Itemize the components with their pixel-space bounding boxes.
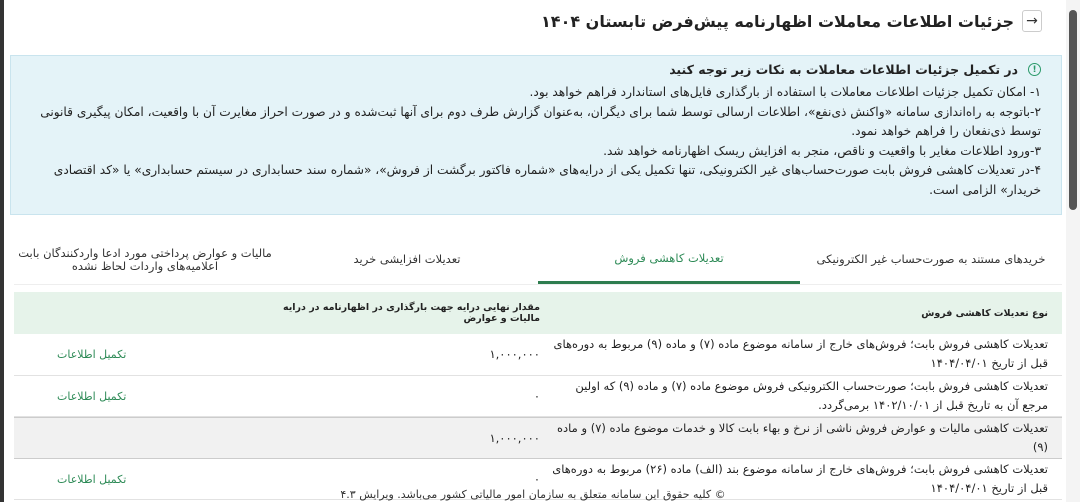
back-button[interactable]: → bbox=[1022, 10, 1042, 32]
info-icon: ! bbox=[1028, 63, 1041, 76]
scrollbar[interactable] bbox=[1066, 0, 1080, 502]
info-notice: ! در تکمیل جزئیات اطلاعات معاملات به نکات… bbox=[10, 55, 1062, 215]
tab-purchase-increase-adjustments[interactable]: تعدیلات افزایشی خرید bbox=[353, 252, 461, 266]
row-type: تعدیلات کاهشی مالیات و عوارض فروش ناشی ا… bbox=[557, 420, 1048, 454]
complete-info-link[interactable]: تکمیل اطلاعات bbox=[57, 389, 127, 403]
complete-info-link[interactable]: تکمیل اطلاعات bbox=[57, 472, 127, 486]
table-row: تعدیلات کاهشی فروش بابت؛ فروش‌های خارج ا… bbox=[14, 459, 1062, 500]
page-title: جزئیات اطلاعات معاملات اظهارنامه پیش‌فرض… bbox=[541, 11, 1014, 31]
adjustments-table: نوع تعدیلات کاهشی فروش مقدار نهایی درایه… bbox=[14, 292, 1062, 500]
row-type: تعدیلات کاهشی فروش بابت؛ فروش‌های خارج ا… bbox=[553, 337, 1048, 371]
window-edge bbox=[0, 0, 4, 502]
column-header-type: نوع تعدیلات کاهشی فروش bbox=[921, 307, 1048, 319]
info-line: ۱- امکان تکمیل جزئیات اطلاعات معاملات با… bbox=[529, 85, 1041, 99]
tab-bar: خریدهای مستند به صورت‌حساب غیر الکترونیک… bbox=[14, 235, 1062, 285]
table-row: تعدیلات کاهشی فروش بابت؛ فروش‌های خارج ا… bbox=[14, 334, 1062, 376]
info-line: ۳-ورود اطلاعات مغایر با واقعیت و ناقص، م… bbox=[603, 143, 1041, 158]
arrow-right-icon: → bbox=[1026, 13, 1038, 29]
column-header-value: مقدار نهایی درایه جهت بارگذاری در اظهارن… bbox=[282, 302, 540, 324]
table-row: تعدیلات کاهشی فروش بابت؛ صورت‌حساب الکتر… bbox=[14, 376, 1062, 417]
row-value: ۰ bbox=[533, 471, 540, 486]
page-header: → جزئیات اطلاعات معاملات اظهارنامه پیش‌ف… bbox=[541, 10, 1042, 32]
row-value: ۱,۰۰۰,۰۰۰ bbox=[489, 430, 540, 445]
complete-info-link[interactable]: تکمیل اطلاعات bbox=[57, 348, 127, 362]
info-heading: در تکمیل جزئیات اطلاعات معاملات به نکات … bbox=[669, 62, 1018, 77]
tab-sales-decrease-adjustments[interactable]: تعدیلات کاهشی فروش bbox=[538, 235, 800, 284]
table-header: نوع تعدیلات کاهشی فروش مقدار نهایی درایه… bbox=[14, 292, 1062, 334]
scrollbar-thumb[interactable] bbox=[1069, 10, 1077, 210]
tab-importer-taxes[interactable]: مالیات و عوارض پرداختی مورد ادعا واردکنن… bbox=[18, 245, 272, 273]
table-row: تعدیلات کاهشی مالیات و عوارض فروش ناشی ا… bbox=[14, 417, 1062, 459]
row-type: تعدیلات کاهشی فروش بابت؛ فروش‌های خارج ا… bbox=[552, 461, 1048, 495]
info-line: ۴-در تعدیلات کاهشی فروش بابت صورت‌حساب‌ه… bbox=[53, 163, 1041, 197]
footer-copyright: © کلیه حقوق این سامانه متعلق به سازمان ا… bbox=[340, 488, 726, 501]
row-type: تعدیلات کاهشی فروش بابت؛ صورت‌حساب الکتر… bbox=[575, 378, 1048, 412]
info-line: ۲-باتوجه به راه‌اندازی سامانه «واکنش ذی‌… bbox=[40, 104, 1041, 139]
row-value: ۰ bbox=[533, 388, 540, 403]
tab-non-electronic-purchases[interactable]: خریدهای مستند به صورت‌حساب غیر الکترونیک… bbox=[816, 252, 1046, 266]
row-value: ۱,۰۰۰,۰۰۰ bbox=[489, 347, 540, 362]
